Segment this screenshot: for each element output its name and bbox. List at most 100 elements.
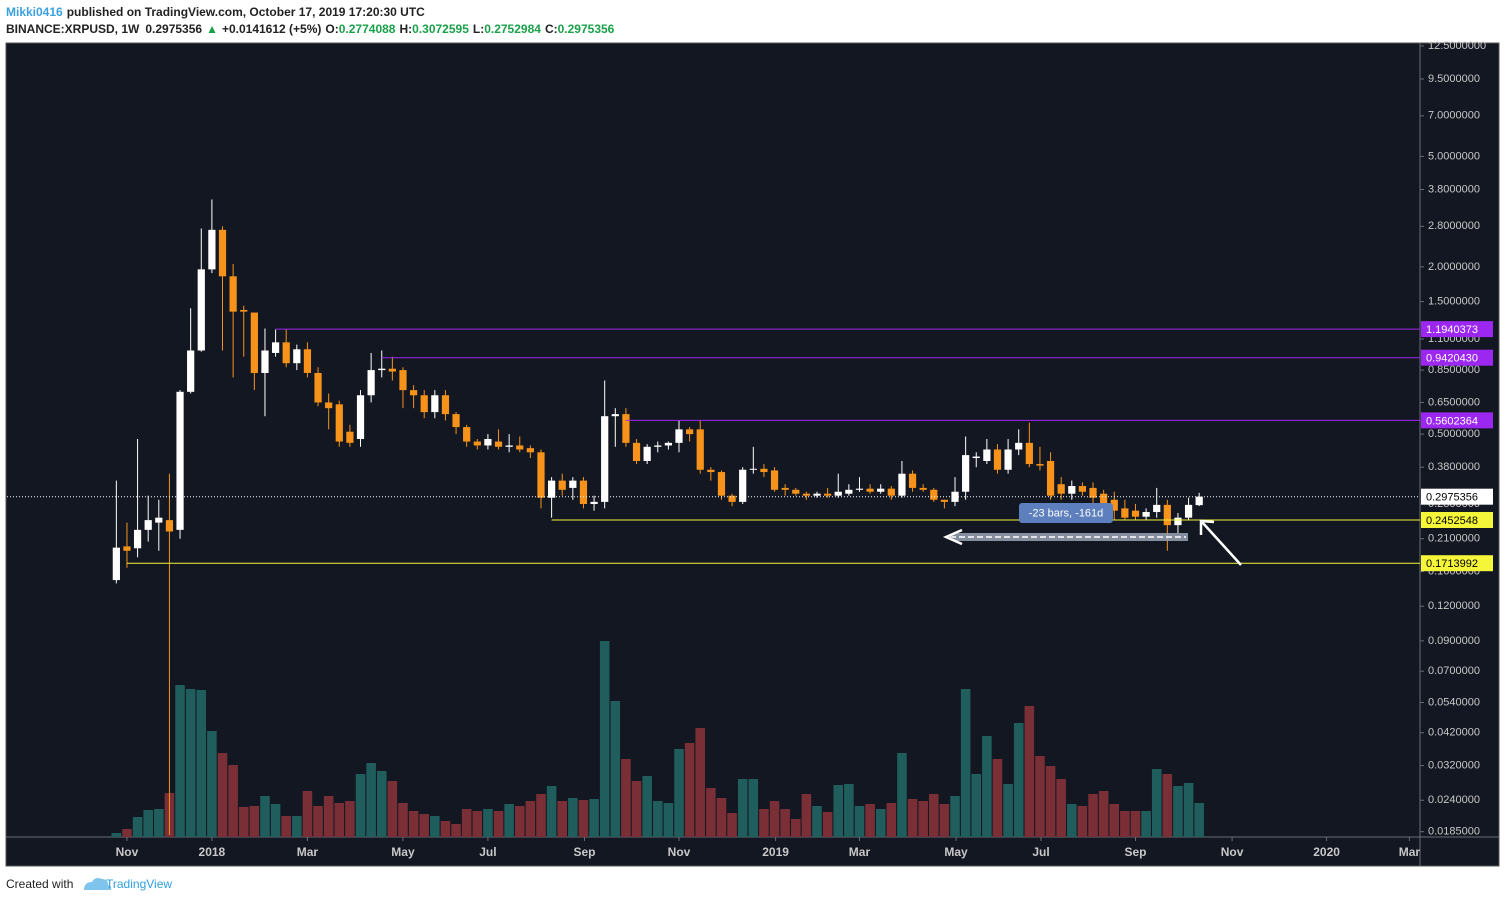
volume-bar: [525, 801, 536, 837]
candle-body: [707, 469, 715, 473]
candle-body: [834, 491, 842, 496]
candle-body: [622, 414, 630, 443]
candle-body: [654, 445, 662, 447]
y-tick-label: 0.2100000: [1428, 533, 1480, 545]
volume-bar: [929, 794, 939, 837]
candle-body: [1089, 487, 1097, 498]
change: +0.0141612 (+5%): [222, 22, 321, 36]
x-tick-label: May: [944, 845, 968, 859]
candle-body: [1036, 464, 1044, 466]
footer-created: Created with: [6, 877, 73, 891]
volume-bar: [918, 801, 928, 837]
volume-bar: [504, 804, 514, 837]
y-tick-label: 0.5000000: [1428, 428, 1480, 440]
volume-bar: [695, 728, 706, 837]
volume-bar: [1162, 774, 1173, 837]
volume-bar: [493, 811, 504, 837]
x-tick-label: Nov: [1221, 845, 1244, 859]
candle-body: [229, 276, 237, 312]
volume-bar: [759, 809, 769, 837]
y-tick-label: 1.5000000: [1428, 296, 1480, 308]
y-tick-label: 0.0700000: [1428, 665, 1480, 677]
candle-body: [993, 449, 1002, 470]
x-tick-label: May: [391, 845, 415, 859]
candle-body: [197, 269, 205, 351]
footer-brand[interactable]: TradingView: [106, 877, 172, 891]
candle-body: [908, 473, 917, 488]
symbol: BINANCE:XRPUSD, 1W: [6, 22, 140, 36]
candle-body: [1121, 508, 1129, 518]
level-badge: [1421, 555, 1493, 572]
x-tick-label: Mar: [1399, 845, 1421, 859]
volume-bar: [1067, 804, 1077, 837]
candle-body: [187, 350, 195, 392]
candle-body: [972, 456, 980, 459]
volume-bar: [589, 799, 599, 837]
x-tick-label: 2020: [1313, 845, 1340, 859]
y-tick-label: 2.8000000: [1428, 220, 1480, 232]
volume-bar: [716, 798, 727, 837]
volume-bar: [1098, 791, 1109, 837]
volume-bar: [514, 806, 525, 837]
volume-bar: [1024, 706, 1035, 837]
level-label: 0.1713992: [1426, 558, 1478, 570]
volume-bar: [939, 804, 950, 837]
volume-bar: [1194, 803, 1204, 837]
volume-bar: [355, 774, 366, 837]
header-line-2: BINANCE:XRPUSD, 1W 0.2975356 ▲ +0.0141612 (…: [6, 22, 615, 36]
candle-body: [611, 414, 619, 417]
volume-bar: [387, 781, 398, 837]
author[interactable]: Mikki0416: [6, 5, 63, 19]
candle-body: [813, 493, 821, 496]
y-tick-label: 0.0900000: [1428, 635, 1480, 647]
candle-body: [208, 229, 216, 270]
y-tick-label: 0.0320000: [1428, 759, 1480, 771]
candle-body: [1195, 496, 1203, 506]
candle-body: [728, 495, 736, 502]
candle-body: [962, 455, 970, 492]
measure-arrowhead: [942, 528, 963, 546]
candle-body: [919, 487, 927, 490]
volume-bar: [376, 771, 387, 837]
volume-bar: [302, 791, 313, 837]
candle-body: [866, 488, 874, 492]
candle-body: [123, 546, 131, 551]
x-tick-label: Jul: [479, 845, 496, 859]
candle-body: [547, 480, 556, 498]
volume-bar: [398, 803, 408, 837]
candle-body: [686, 429, 694, 435]
candle-body: [739, 469, 747, 502]
volume-bar: [568, 798, 578, 837]
level-label: 1.1940373: [1426, 324, 1478, 336]
volume-bar: [674, 749, 684, 837]
close-label: C:: [545, 22, 558, 36]
volume-bar: [621, 759, 631, 837]
candle-body: [112, 547, 120, 581]
candle-body: [526, 448, 534, 453]
volume-bar: [483, 809, 493, 837]
candle-body: [1068, 486, 1076, 494]
volume-bar: [1183, 783, 1194, 837]
volume-bar: [260, 796, 270, 837]
candle-body: [452, 414, 460, 428]
candle-body: [590, 501, 598, 505]
level-badge: [1421, 511, 1493, 528]
candle-body: [855, 488, 864, 490]
volume-bar: [737, 779, 748, 837]
measure-label: -23 bars, -161d: [1029, 507, 1104, 519]
candle-body: [133, 529, 142, 549]
candle-body: [579, 480, 588, 505]
volume-bar: [865, 804, 875, 837]
volume-bar: [727, 813, 737, 837]
candle-body: [271, 342, 280, 353]
candle-body: [1163, 504, 1171, 526]
y-tick-label: 9.5000000: [1428, 73, 1480, 85]
measure-annotation: -23 bars, -161d: [942, 503, 1188, 546]
volume-bar: [631, 781, 642, 837]
pointer-arrow: [1199, 519, 1242, 566]
x-tick-label: Jul: [1032, 845, 1049, 859]
volume-bar: [217, 753, 228, 837]
volume-bar: [769, 801, 780, 837]
volume-bar: [790, 819, 801, 837]
candle-body: [378, 368, 386, 371]
